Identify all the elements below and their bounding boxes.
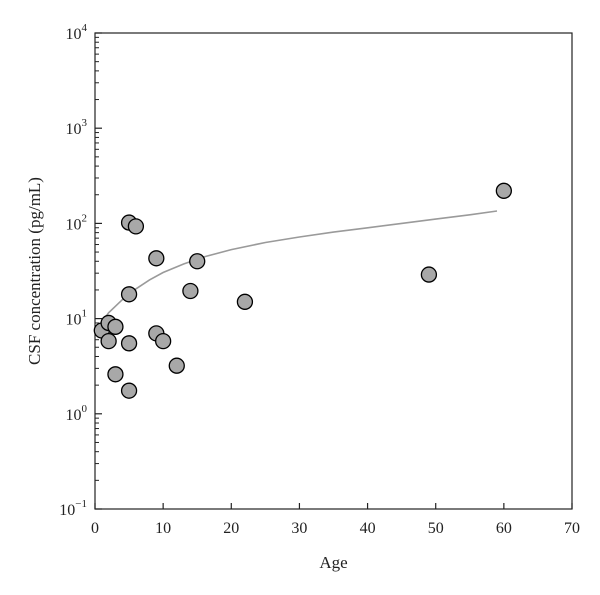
data-point: [236, 293, 254, 310]
y-axis-label: CSF concentration (pg/mL): [25, 177, 44, 365]
data-point: [495, 182, 513, 199]
plot-frame: [94, 32, 573, 510]
data-point: [100, 332, 117, 350]
data-point: [107, 366, 124, 383]
data-point: [127, 218, 145, 235]
data-point: [120, 382, 138, 399]
y-axis-ticks: 10−1 100 101 102 103 104: [59, 22, 102, 519]
x-tick-label: 30: [291, 520, 307, 537]
data-point: [148, 250, 165, 267]
data-points: [93, 182, 513, 399]
x-tick-label: 0: [91, 520, 99, 537]
x-axis-label: Age: [319, 553, 347, 572]
x-tick-label: 20: [223, 520, 239, 537]
data-point: [120, 335, 138, 352]
data-point: [189, 253, 206, 270]
x-tick-label: 10: [155, 520, 171, 537]
data-point: [182, 282, 199, 300]
y-tick-label: 101: [66, 308, 88, 329]
y-tick-label: 104: [66, 22, 88, 43]
x-tick-label: 70: [564, 520, 580, 537]
data-point: [154, 332, 172, 350]
data-point: [107, 318, 124, 335]
y-tick-label: 100: [66, 403, 88, 424]
data-point: [420, 266, 438, 283]
fit-curve: [97, 210, 498, 328]
data-point: [120, 286, 138, 303]
x-tick-label: 60: [496, 520, 512, 537]
x-axis-ticks: 0 10 20 30 40 50 60 70: [91, 503, 580, 537]
x-tick-label: 50: [428, 520, 444, 537]
y-tick-label: 102: [66, 212, 88, 233]
x-tick-label: 40: [360, 520, 376, 537]
y-tick-label: 103: [66, 117, 88, 138]
y-tick-label: 10−1: [59, 498, 87, 519]
data-point: [168, 357, 185, 374]
